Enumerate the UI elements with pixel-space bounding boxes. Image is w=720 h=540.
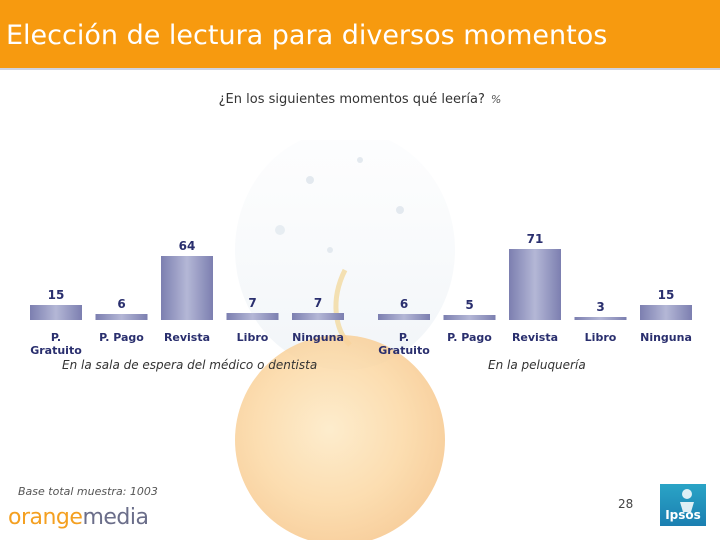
ipsos-figure-icon bbox=[680, 489, 694, 512]
category-label-2-3: Revista bbox=[512, 331, 558, 344]
ipsos-label: Ipsos bbox=[665, 508, 701, 522]
value-label-2-5: 15 bbox=[658, 288, 675, 302]
unit-label: % bbox=[490, 93, 502, 106]
question-text: ¿En los siguientes momentos qué leería? bbox=[218, 92, 485, 107]
chart-2-caption: En la peluquería bbox=[488, 358, 586, 372]
bar-1-4 bbox=[226, 313, 279, 320]
category-label-1-4: Libro bbox=[237, 331, 269, 344]
value-label-1-5: 7 bbox=[314, 296, 322, 310]
chart-question: ¿En los siguientes momentos qué leería?% bbox=[0, 92, 720, 107]
category-label-2-1: P. Gratuito bbox=[378, 331, 430, 357]
value-label-1-3: 64 bbox=[179, 239, 196, 253]
category-label-2-2: P. Pago bbox=[447, 331, 492, 344]
value-label-1-2: 6 bbox=[117, 297, 125, 311]
value-label-2-4: 3 bbox=[596, 300, 604, 314]
bar-2-5 bbox=[640, 305, 692, 320]
header-divider bbox=[0, 68, 720, 70]
category-label-1-2: P. Pago bbox=[99, 331, 144, 344]
bar-1-3 bbox=[161, 256, 213, 320]
header-bar: Elección de lectura para diversos moment… bbox=[0, 0, 720, 68]
bar-2-1 bbox=[378, 314, 430, 320]
value-label-2-1: 6 bbox=[400, 297, 408, 311]
ipsos-logo: Ipsos bbox=[660, 484, 706, 526]
orangemedia-logo: orangemedia bbox=[8, 505, 149, 530]
logo-orange-text: orange bbox=[8, 505, 83, 530]
bar-1-5 bbox=[292, 313, 344, 320]
category-label-1-3: Revista bbox=[164, 331, 210, 344]
base-sample-note: Base total muestra: 1003 bbox=[18, 485, 158, 498]
bar-2-2 bbox=[443, 315, 496, 320]
background-orange-image bbox=[235, 140, 455, 540]
category-label-2-5: Ninguna bbox=[640, 331, 692, 344]
value-label-1-1: 15 bbox=[48, 288, 65, 302]
value-label-2-3: 71 bbox=[527, 232, 544, 246]
bar-2-3 bbox=[509, 249, 561, 320]
value-label-2-2: 5 bbox=[465, 298, 473, 312]
page-title: Elección de lectura para diversos moment… bbox=[6, 20, 608, 51]
chart-1-caption: En la sala de espera del médico o dentis… bbox=[62, 358, 318, 372]
category-label-2-4: Libro bbox=[585, 331, 617, 344]
page-number: 28 bbox=[618, 497, 634, 511]
value-label-1-4: 7 bbox=[248, 296, 256, 310]
bar-1-2 bbox=[95, 314, 148, 320]
bar-2-4 bbox=[574, 317, 627, 320]
logo-media-text: media bbox=[82, 505, 149, 530]
category-label-1-5: Ninguna bbox=[292, 331, 344, 344]
category-label-1-1: P. Gratuito bbox=[30, 331, 82, 357]
bar-1-1 bbox=[30, 305, 82, 320]
